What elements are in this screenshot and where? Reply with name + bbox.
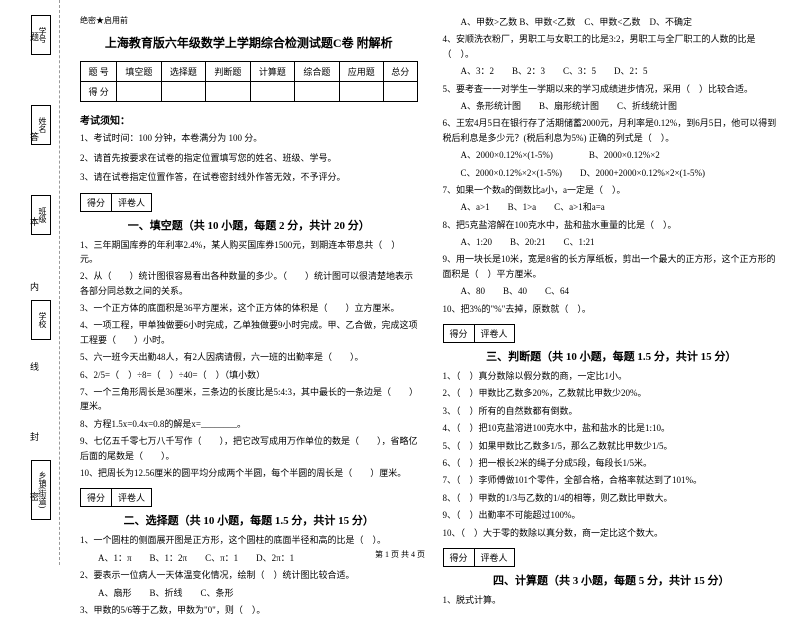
- grader-label: 评卷人: [475, 325, 514, 342]
- question: 5、六一班今天出勤48人，有2人因病请假，六一班的出勤率是（ ）。: [80, 350, 418, 364]
- binding-box-school: 学校: [31, 300, 51, 340]
- question: 4、（ ）把10克盐溶进100克水中，盐和盐水的比是1:10。: [443, 421, 781, 435]
- score-box: 得分 评卷人: [80, 488, 152, 507]
- table-row: 得 分: [81, 82, 418, 102]
- left-column: 绝密★启用前 上海教育版六年级数学上学期综合检测试题C卷 附解析 题 号 填空题…: [80, 15, 418, 550]
- question: 5、（ ）如果甲数比乙数多1/5，那么乙数就比甲数少1/5。: [443, 439, 781, 453]
- page-container: 学号 题 姓名 答 班级 本 内 学校 线 封 乡镇(街道) 密 绝密★启用前 …: [0, 0, 800, 565]
- question: 10、（ ）大于零的数除以真分数，商一定比这个数大。: [443, 526, 781, 540]
- th-app: 应用题: [339, 62, 383, 82]
- binding-mark-4: 内: [30, 280, 39, 293]
- question: 4、一项工程，甲单独做要6小时完成，乙单独做要9小时完成。甲、乙合做，完成这项工…: [80, 318, 418, 347]
- question: 3、一个正方体的底面积是36平方厘米，这个正方体的体积是（ ）立方厘米。: [80, 301, 418, 315]
- th-calc: 计算题: [250, 62, 294, 82]
- binding-mark-5: 线: [30, 360, 39, 373]
- score-summary-table: 题 号 填空题 选择题 判断题 计算题 综合题 应用题 总分 得 分: [80, 61, 418, 102]
- question: 8、方程1.5x=0.4x=0.8的解是x=________。: [80, 417, 418, 431]
- td-empty: [161, 82, 205, 102]
- question: 1、一个圆柱的侧面展开图是正方形，这个圆柱的底面半径和高的比是（ ）。: [80, 533, 418, 547]
- score-box: 得分 评卷人: [443, 324, 515, 343]
- question: 9、用一块长是10米，宽是8省的长方厚纸板，剪出一个最大的正方形，这个正方形的面…: [443, 252, 781, 281]
- question: A、2000×0.12%×(1-5%) B、2000×0.12%×2: [443, 148, 781, 162]
- binding-mark-3: 本: [30, 215, 39, 228]
- grader-label: 评卷人: [112, 489, 151, 506]
- question: A、a>1 B、1>a C、a>1和a=a: [443, 200, 781, 214]
- question: 6、2/5=（ ）÷8=（ ）÷40=（ ）（填小数）: [80, 368, 418, 382]
- question: 10、把3%的"%"去掉，原数就（ ）。: [443, 302, 781, 316]
- notice-item: 3、请在试卷指定位置作答，在试卷密封线外作答无效，不予评分。: [80, 171, 418, 185]
- question: 10、把周长为12.56厘米的圆平均分成两个半圆，每个半圆的周长是（ ）厘米。: [80, 466, 418, 480]
- question: 2、从（ ）统计图很容易看出各种数量的多少。（ ）统计图可以很清楚地表示各部分同…: [80, 269, 418, 298]
- question: A、1:20 B、20:21 C、1:21: [443, 235, 781, 249]
- score-label: 得分: [81, 489, 112, 506]
- score-label: 得分: [81, 194, 112, 211]
- td-empty: [339, 82, 383, 102]
- section4-title: 四、计算题（共 3 小题，每题 5 分，共计 15 分）: [443, 572, 781, 588]
- section1-title: 一、填空题（共 10 小题，每题 2 分，共计 20 分）: [80, 217, 418, 233]
- content-area: 绝密★启用前 上海教育版六年级数学上学期综合检测试题C卷 附解析 题 号 填空题…: [60, 0, 800, 565]
- binding-mark-2: 答: [30, 130, 39, 143]
- section3-title: 三、判断题（共 10 小题，每题 1.5 分，共计 15 分）: [443, 348, 781, 364]
- td-empty: [206, 82, 250, 102]
- binding-mark-6: 封: [30, 430, 39, 443]
- question: 8、把5克盐溶解在100克水中，盐和盐水重量的比是（ ）。: [443, 218, 781, 232]
- question: A、80 B、40 C、64: [443, 284, 781, 298]
- notice-title: 考试须知：: [80, 112, 418, 127]
- th-num: 题 号: [81, 62, 117, 82]
- confidential-label: 绝密★启用前: [80, 15, 418, 26]
- td-empty: [384, 82, 417, 102]
- question: 4、安顺洗衣粉厂，男职工与女职工的比是3:2，男职工与全厂职工的人数的比是（ ）…: [443, 32, 781, 61]
- page-footer: 第 1 页 共 4 页: [0, 549, 800, 560]
- question: A、3：2 B、2：3 C、3：5 D、2：5: [443, 64, 781, 78]
- th-choice: 选择题: [161, 62, 205, 82]
- td-empty: [250, 82, 294, 102]
- section2-title: 二、选择题（共 10 小题，每题 1.5 分，共计 15 分）: [80, 512, 418, 528]
- notice-item: 2、请首先按要求在试卷的指定位置填写您的姓名、班级、学号。: [80, 152, 418, 166]
- question: A、扇形 B、折线 C、条形: [80, 586, 418, 600]
- question: 7、如果一个数a的倒数比a小，a一定是（ ）。: [443, 183, 781, 197]
- question: 9、七亿五千零七万八千写作（ ），把它改写成用万作单位的数是（ ），省略亿后面的…: [80, 434, 418, 463]
- score-box: 得分 评卷人: [80, 193, 152, 212]
- right-column: A、甲数>乙数 B、甲数<乙数 C、甲数<乙数 D、不确定 4、安顺洗衣粉厂，男…: [443, 15, 781, 550]
- question: 5、要考查一一对学生一学期以来的学习成绩进步情况，采用（ ）比较合适。: [443, 82, 781, 96]
- td-empty: [295, 82, 339, 102]
- question: 2、（ ）甲数比乙数多20%，乙数就比甲数少20%。: [443, 386, 781, 400]
- binding-mark-7: 密: [30, 490, 39, 503]
- question: 7、（ ）李师傅做101个零件，全部合格，合格率就达到了101%。: [443, 473, 781, 487]
- section1-header: 得分 评卷人: [80, 193, 418, 212]
- question: 7、一个三角形周长是36厘米，三条边的长度比是5:4:3，其中最长的一条边是（ …: [80, 385, 418, 414]
- question: 2、要表示一位病人一天体温变化情况，绘制（ ）统计图比较合适。: [80, 568, 418, 582]
- binding-mark-1: 题: [30, 30, 39, 43]
- question: 8、（ ）甲数的1/3与乙数的1/4的相等，则乙数比甲数大。: [443, 491, 781, 505]
- question: 1、（ ）真分数除以假分数的商，一定比1小。: [443, 369, 781, 383]
- question: 6、（ ）把一根长2米的绳子分成5段，每段长1/5米。: [443, 456, 781, 470]
- th-judge: 判断题: [206, 62, 250, 82]
- table-row: 题 号 填空题 选择题 判断题 计算题 综合题 应用题 总分: [81, 62, 418, 82]
- th-comp: 综合题: [295, 62, 339, 82]
- td-score-label: 得 分: [81, 82, 117, 102]
- section3-header: 得分 评卷人: [443, 324, 781, 343]
- question: 1、三年期国库券的年利率2.4%，某人购买国库券1500元，到期连本带息共（ ）…: [80, 238, 418, 267]
- question: 3、（ ）所有的自然数都有倒数。: [443, 404, 781, 418]
- grader-label: 评卷人: [112, 194, 151, 211]
- binding-margin: 学号 题 姓名 答 班级 本 内 学校 线 封 乡镇(街道) 密: [0, 0, 60, 565]
- question: 6、王宏4月5日在银行存了活期储蓄2000元，月利率是0.12%，到6月5日，他…: [443, 116, 781, 145]
- question: A、甲数>乙数 B、甲数<乙数 C、甲数<乙数 D、不确定: [443, 15, 781, 29]
- question: 1、脱式计算。: [443, 593, 781, 607]
- question: A、条形统计图 B、扇形统计图 C、折线统计图: [443, 99, 781, 113]
- question: 9、（ ）出勤率不可能超过100%。: [443, 508, 781, 522]
- notice-item: 1、考试时间：100 分钟，本卷满分为 100 分。: [80, 132, 418, 146]
- th-fill: 填空题: [117, 62, 161, 82]
- section2-header: 得分 评卷人: [80, 488, 418, 507]
- score-label: 得分: [444, 325, 475, 342]
- th-total: 总分: [384, 62, 417, 82]
- question: 3、甲数的5/6等于乙数，甲数为"0"，则（ ）。: [80, 603, 418, 617]
- td-empty: [117, 82, 161, 102]
- question: C、2000×0.12%×2×(1-5%) D、2000+2000×0.12%×…: [443, 166, 781, 180]
- exam-title: 上海教育版六年级数学上学期综合检测试题C卷 附解析: [80, 34, 418, 51]
